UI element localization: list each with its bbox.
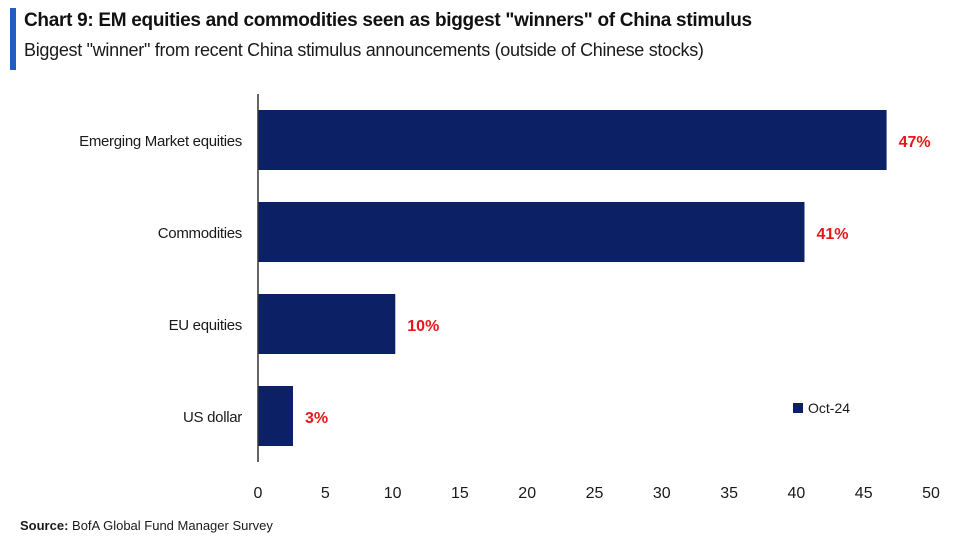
legend-label: Oct-24 (808, 400, 850, 416)
bar (258, 386, 293, 446)
data-label: 3% (305, 410, 328, 427)
x-tick-label: 10 (384, 485, 402, 502)
x-tick-label: 20 (518, 485, 536, 502)
data-label: 10% (407, 318, 439, 335)
x-tick-label: 50 (922, 485, 940, 502)
category-label: Emerging Market equities (79, 133, 242, 150)
chart-subtitle: Biggest "winner" from recent China stimu… (24, 40, 704, 60)
category-label: US dollar (183, 409, 242, 426)
x-tick-label: 0 (254, 485, 263, 502)
x-tick-label: 45 (855, 485, 873, 502)
x-tick-label: 25 (586, 485, 604, 502)
source-note: Source: BofA Global Fund Manager Survey (20, 518, 273, 533)
title-accent-bar (10, 8, 16, 70)
source-label: Source: (20, 518, 69, 533)
x-tick-label: 5 (321, 485, 330, 502)
x-tick-label: 15 (451, 485, 469, 502)
bar (258, 294, 396, 354)
bar (258, 202, 805, 262)
x-tick-label: 35 (720, 485, 738, 502)
x-tick-label: 40 (788, 485, 806, 502)
bar (258, 110, 887, 170)
category-label: EU equities (169, 317, 242, 334)
legend-swatch (793, 403, 803, 413)
chart-title: Chart 9: EM equities and commodities see… (24, 10, 752, 31)
data-label: 47% (899, 134, 931, 151)
source-text: BofA Global Fund Manager Survey (68, 518, 273, 533)
data-label: 41% (816, 226, 848, 243)
category-label: Commodities (158, 225, 242, 242)
x-tick-label: 30 (653, 485, 671, 502)
